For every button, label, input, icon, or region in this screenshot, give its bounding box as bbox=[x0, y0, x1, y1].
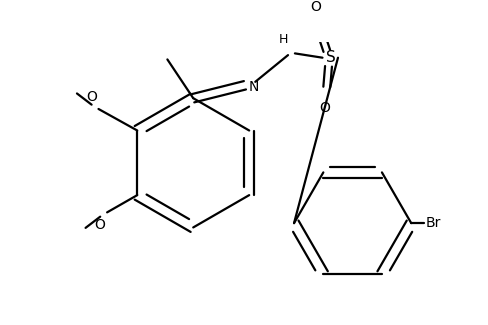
Text: N: N bbox=[248, 80, 258, 94]
Text: S: S bbox=[325, 50, 335, 65]
Text: O: O bbox=[86, 90, 97, 104]
Text: O: O bbox=[309, 0, 320, 14]
Text: Br: Br bbox=[425, 216, 440, 230]
Text: O: O bbox=[318, 101, 329, 115]
Text: O: O bbox=[94, 217, 105, 231]
Text: H: H bbox=[279, 33, 288, 46]
